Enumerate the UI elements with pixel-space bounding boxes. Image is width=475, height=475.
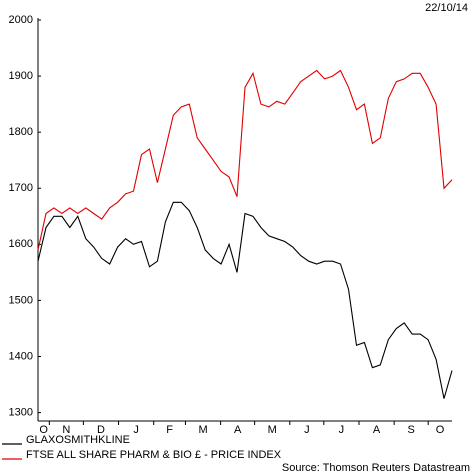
series-line <box>37 69 453 251</box>
x-tick-label: N <box>62 424 70 436</box>
x-tick-label: J <box>133 424 139 436</box>
x-tick-label: M <box>268 424 277 436</box>
source-label: Source: Thomson Reuters Datastream <box>282 462 470 474</box>
y-tick-label: 1900 <box>9 70 33 82</box>
y-tick-label: 1300 <box>9 406 33 418</box>
legend-label: GLAXOSMITHKLINE <box>26 434 130 446</box>
x-tick-label: A <box>373 424 381 436</box>
x-tick-label: O <box>436 424 445 436</box>
legend-label: FTSE ALL SHARE PHARM & BIO £ - PRICE IND… <box>26 449 282 461</box>
date-label: 22/10/14 <box>425 2 468 14</box>
y-tick-label: 2000 <box>9 14 33 26</box>
x-tick-label: D <box>97 424 105 436</box>
y-tick-label: 1600 <box>9 238 33 250</box>
x-tick-label: A <box>234 424 242 436</box>
x-tick-label: M <box>198 424 207 436</box>
y-tick-label: 1500 <box>9 294 33 306</box>
x-tick-label: O <box>39 424 48 436</box>
x-tick-label: S <box>407 424 414 436</box>
x-tick-label: F <box>166 424 173 436</box>
x-tick-label: J <box>339 424 345 436</box>
x-tick-label: J <box>304 424 310 436</box>
series-line <box>37 201 453 399</box>
y-tick-label: 1800 <box>9 126 33 138</box>
y-tick-label: 1700 <box>9 182 33 194</box>
y-tick-label: 1400 <box>9 350 33 362</box>
